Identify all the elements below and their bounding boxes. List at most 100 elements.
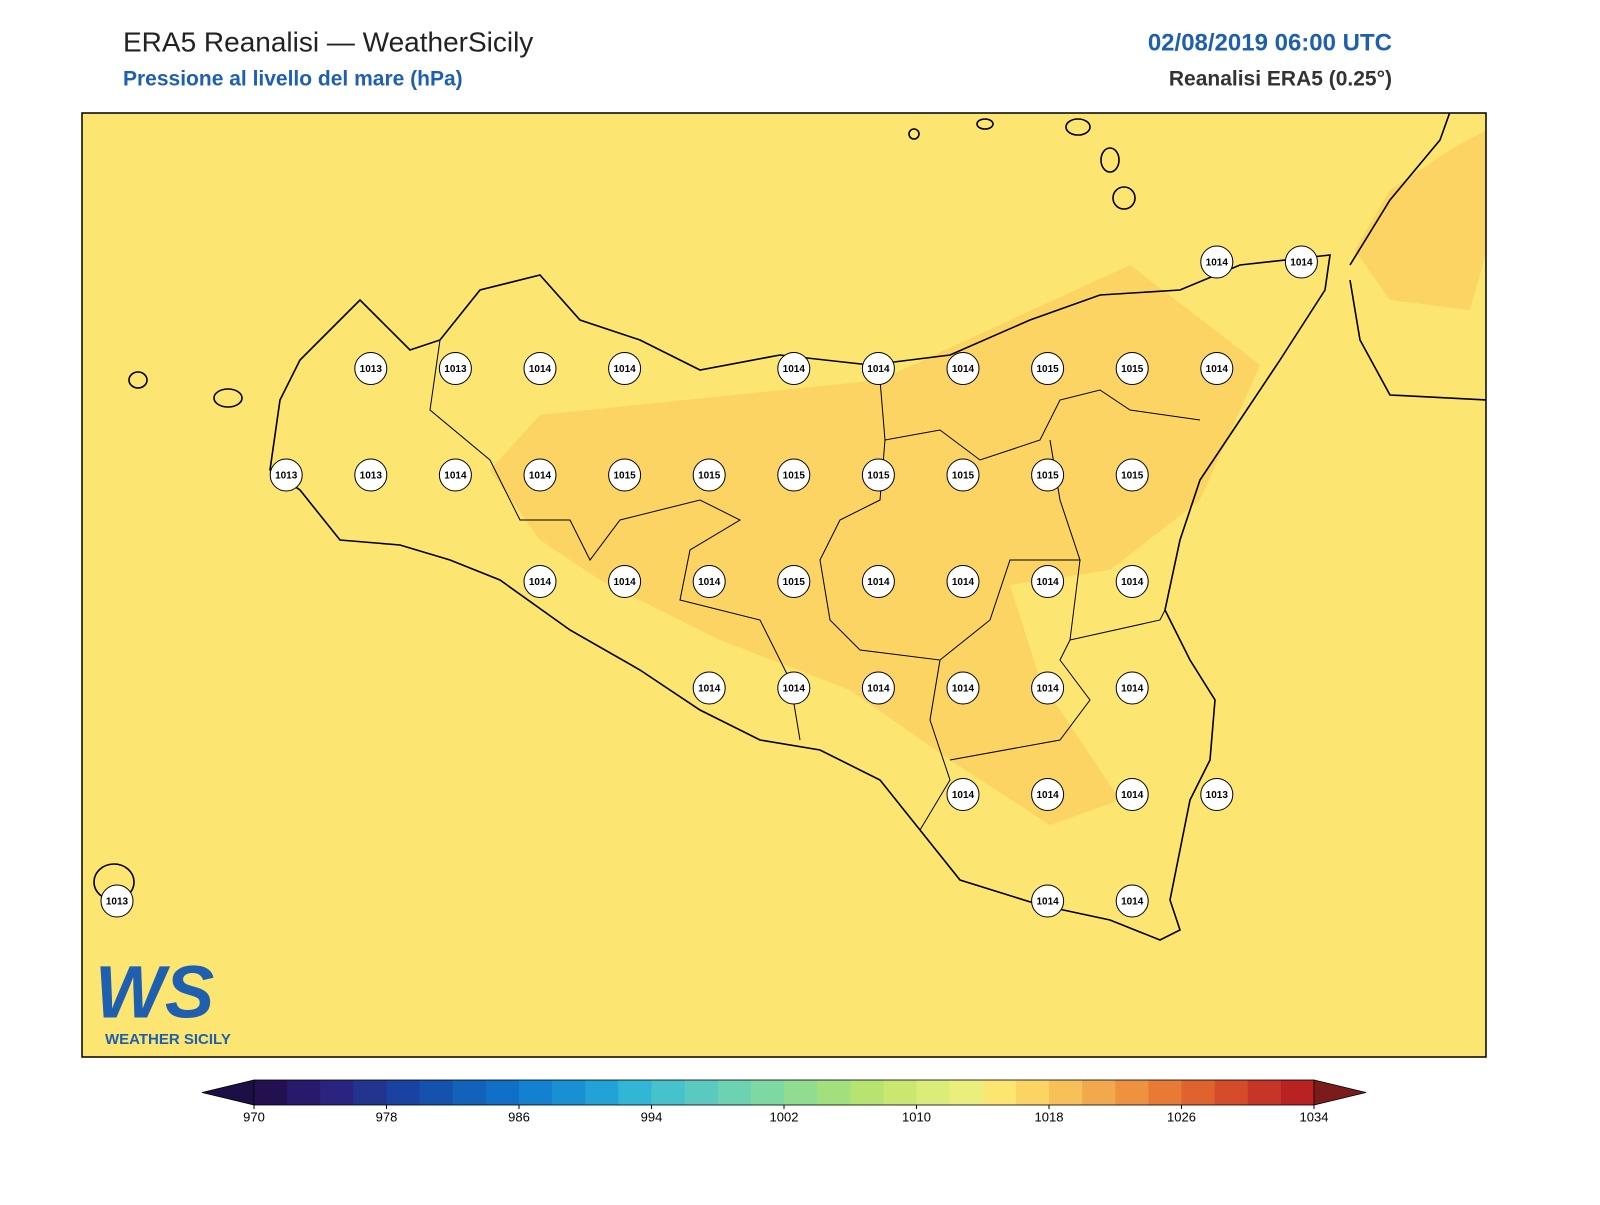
colorbar-bin [1015,1080,1050,1105]
station-value: 1014 [952,364,975,375]
station-marker [100,884,134,918]
station-value: 1015 [1036,364,1059,375]
colorbar-tick-label: 1010 [902,1109,931,1124]
colorbar-bin [1115,1080,1149,1105]
station-value: 1014 [867,364,890,375]
station-value: 1014 [1290,258,1313,269]
station-marker [523,565,557,598]
station-marker [1031,778,1065,811]
colorbar-bin [485,1080,520,1105]
station-marker [1200,778,1234,811]
station-value: 1014 [698,684,721,695]
colorbar-bin [353,1080,387,1105]
station-marker [946,352,980,385]
station-marker [946,671,980,705]
station-value: 1014 [1206,258,1229,269]
station-value: 1015 [952,471,975,482]
station-marker [608,565,642,598]
source: Reanalisi ERA5 (0.25°) [1169,68,1392,91]
colorbar-bin [519,1080,553,1105]
station-marker [1115,778,1149,811]
colorbar-bin [452,1080,487,1105]
station-marker [692,671,726,705]
station-value: 1014 [1121,684,1144,695]
colorbar-bin [916,1080,951,1105]
station-value: 1014 [1121,790,1144,801]
station-value: 1014 [529,471,552,482]
colorbar-tick-label: 978 [376,1109,398,1124]
subtitle: Pressione al livello del mare (hPa) [123,68,463,91]
station-value: 1014 [1036,577,1059,588]
field-1014 [490,265,1260,825]
colorbar-bin [419,1080,454,1105]
colorbar-bin [1247,1080,1282,1105]
logo: WS WEATHER SICILY [95,951,231,1048]
station-marker [692,565,726,598]
colorbar-tick-label: 986 [508,1109,530,1124]
station-marker [354,458,388,492]
station-value: 1013 [444,364,467,375]
station-marker [692,458,726,492]
colorbar-under [201,1079,255,1106]
station-value: 1015 [1121,364,1144,375]
station-marker [523,352,557,385]
title: ERA5 Reanalisi — WeatherSicily [123,26,533,57]
colorbar-bin [1049,1080,1083,1105]
station-marker [1031,458,1065,492]
colorbar-tick-label: 1002 [770,1109,799,1124]
station-marker [1031,352,1065,385]
station-marker [438,352,472,385]
logo-mark: WS [95,951,214,1034]
station-marker [1031,671,1065,705]
colorbar-bin [254,1080,288,1105]
station-value: 1014 [952,790,975,801]
station-marker [354,352,388,385]
station-marker [1115,352,1149,385]
colorbar-bin [750,1080,785,1105]
station-value: 1014 [783,684,806,695]
colorbar-tick-label: 1018 [1035,1109,1064,1124]
station-marker [1031,884,1065,918]
station-value: 1013 [360,364,383,375]
station-marker [861,458,895,492]
station-value: 1013 [360,471,383,482]
station-value: 1014 [613,577,636,588]
station-marker [777,565,811,598]
colorbar-bin [949,1080,984,1105]
logo-text: WEATHER SICILY [105,1031,231,1048]
station-marker [1115,671,1149,705]
station-marker [1200,245,1234,279]
station-marker [861,352,895,385]
station-value: 1014 [952,577,975,588]
station-value: 1015 [698,471,721,482]
station-value: 1015 [1036,471,1059,482]
colorbar-tick-label: 1034 [1300,1109,1329,1124]
colorbar-bin [684,1080,719,1105]
station-value: 1014 [867,684,890,695]
station-marker [1284,245,1318,279]
station-marker [269,458,303,492]
station-value: 1013 [1206,790,1229,801]
station-marker [1031,565,1065,598]
colorbar-bin [320,1080,354,1105]
colorbar-bin [386,1080,421,1105]
station-marker [946,458,980,492]
station-marker [777,352,811,385]
colorbar-bin [651,1080,686,1105]
station-value: 1014 [698,577,721,588]
station-value: 1014 [783,364,806,375]
station-marker [861,565,895,598]
map-frame [81,112,1487,1058]
station-marker [438,458,472,492]
colorbar-bin [883,1080,917,1105]
station-value: 1013 [275,471,298,482]
station-marker [1200,352,1234,385]
colorbar-bin [784,1080,818,1105]
station-value: 1014 [1036,897,1059,908]
station-value: 1015 [613,471,636,482]
colorbar-bin [850,1080,884,1105]
colorbar-bin [1214,1080,1249,1105]
colorbar-tick-label: 994 [641,1109,663,1124]
datetime: 02/08/2019 06:00 UTC [1148,29,1392,56]
